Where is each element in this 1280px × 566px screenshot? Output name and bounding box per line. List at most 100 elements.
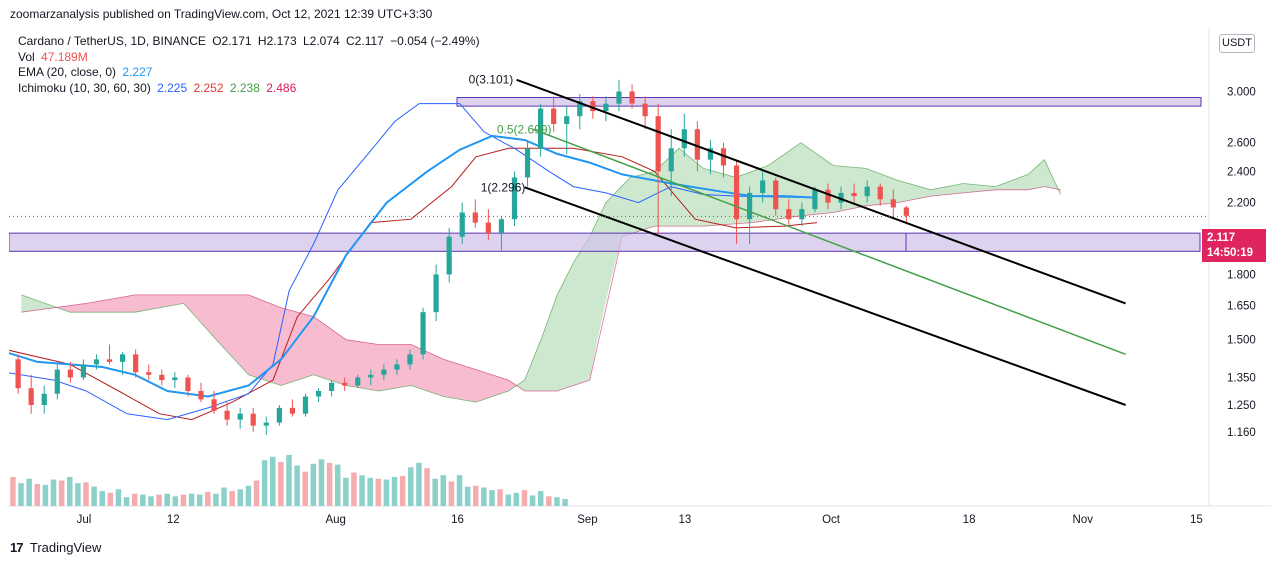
volume-bar	[334, 464, 341, 506]
volume-bar	[205, 491, 211, 506]
legend-ichimoku-label: Ichimoku (10, 30, 60, 30)	[18, 80, 151, 95]
bar-countdown: 14:50:19	[1207, 247, 1254, 259]
volume-bar	[302, 471, 308, 506]
volume-bar	[513, 492, 520, 506]
candle-body	[355, 377, 361, 386]
volume-bar	[351, 472, 357, 506]
legend-ichimoku-row: Ichimoku (10, 30, 60, 30) 2.225 2.252 2.…	[18, 81, 483, 97]
kijun-sen-line	[9, 147, 818, 421]
legend-ema-value: 2.227	[122, 65, 153, 80]
candle-body	[747, 192, 753, 220]
volume-bar	[456, 475, 463, 506]
candle-body	[524, 148, 531, 178]
price-tick-label: 1.800	[1227, 269, 1256, 281]
candle-body	[224, 410, 230, 420]
candle-body	[433, 274, 439, 313]
volume-bar	[196, 494, 203, 506]
candle-body	[198, 390, 204, 400]
volume-bar	[221, 487, 227, 506]
legend-high: H2.173	[257, 34, 297, 48]
candle-body	[642, 103, 648, 117]
kumo-bearish-area	[57, 294, 517, 403]
candle-body	[211, 399, 217, 411]
candle-body	[786, 209, 792, 220]
time-tick-label: Jul	[77, 514, 92, 526]
volume-bar	[131, 493, 138, 506]
legend-symbol: Cardano / TetherUS, 1D, BINANCE	[18, 34, 206, 48]
volume-bar	[505, 494, 511, 506]
candle-body	[472, 212, 478, 223]
volume-bar	[34, 484, 41, 506]
volume-bar	[537, 491, 544, 506]
candle-body	[315, 390, 322, 397]
candle-body	[629, 91, 635, 104]
kumo-bullish-area	[21, 294, 58, 313]
volume-bar	[148, 496, 154, 506]
price-tick-label: 1.500	[1227, 335, 1256, 347]
volume-bar	[408, 467, 414, 506]
candle-body	[276, 407, 282, 423]
volume-bar	[440, 475, 447, 506]
tradingview-footer[interactable]: 17 TradingView	[10, 540, 101, 555]
candle-body	[368, 374, 374, 378]
time-tick-label: 15	[1190, 514, 1203, 526]
volume-bar	[42, 484, 49, 506]
fib-label-0: 0(3.101)	[469, 73, 514, 87]
candle-body	[446, 236, 452, 275]
legend-symbol-row: Cardano / TetherUS, 1D, BINANCE O2.171 H…	[18, 34, 483, 50]
volume-bar	[67, 476, 73, 506]
volume-bar	[229, 491, 235, 506]
volume-bar	[26, 478, 32, 506]
fib-label-1: 1(2.296)	[481, 180, 526, 194]
candle-body	[498, 219, 505, 234]
volume-bar	[391, 476, 398, 506]
volume-bar	[18, 483, 24, 506]
candle-body	[250, 413, 256, 426]
volume-bar	[464, 486, 471, 506]
candle-body	[511, 177, 518, 220]
candle-body	[407, 354, 413, 365]
price-tick-label: 2.600	[1227, 138, 1256, 150]
volume-bar	[75, 483, 81, 506]
last-price-badge: 2.117 14:50:19	[1202, 229, 1266, 262]
legend-ema-row: EMA (20, close, 0) 2.227	[18, 65, 483, 81]
price-tick-label: 3.000	[1227, 87, 1256, 99]
candle-body	[694, 129, 700, 160]
legend-vol-value: 47.189M	[41, 49, 88, 64]
volume-bar	[270, 456, 276, 506]
time-tick-label: Sep	[577, 514, 597, 526]
candle-body	[67, 369, 73, 378]
candle-body	[120, 354, 126, 362]
volume-bar	[50, 479, 57, 506]
volume-bar	[326, 462, 333, 506]
volume-bar	[432, 478, 438, 506]
candle-body	[590, 101, 596, 112]
volume-bar	[521, 490, 528, 506]
tradingview-brand: TradingView	[29, 540, 102, 555]
currency-selector-button[interactable]: USDT	[1219, 34, 1255, 53]
legend-ichimoku-tenkan: 2.225	[157, 80, 188, 95]
candle-body	[146, 372, 152, 375]
volume-bar	[375, 478, 382, 506]
candle-body	[551, 108, 557, 124]
candle-body	[864, 186, 870, 197]
volume-bar	[156, 494, 162, 506]
volume-bar	[10, 476, 16, 506]
chart-area[interactable]: 0(3.101) 0.5(2.699) 1(2.296) 3.000 2.600 2.40…	[9, 28, 1271, 532]
candle-body	[80, 364, 87, 378]
candle-body	[485, 222, 491, 234]
candle-body	[655, 116, 661, 172]
candle-body	[668, 148, 674, 172]
candle-body	[54, 369, 60, 394]
candle-body	[707, 148, 714, 160]
candle-body	[329, 382, 335, 391]
volume-bar	[172, 496, 179, 506]
candle-body	[289, 407, 296, 414]
legend-vol-label: Vol	[18, 49, 35, 64]
candle-body	[133, 354, 139, 373]
legend-ichimoku-kijun: 2.252	[193, 80, 224, 95]
time-tick-label: Nov	[1073, 514, 1094, 526]
volume-bar	[237, 489, 244, 506]
price-chart-svg[interactable]: 0(3.101) 0.5(2.699) 1(2.296) 3.000 2.600 2.40…	[9, 28, 1271, 532]
candle-body	[420, 312, 426, 355]
